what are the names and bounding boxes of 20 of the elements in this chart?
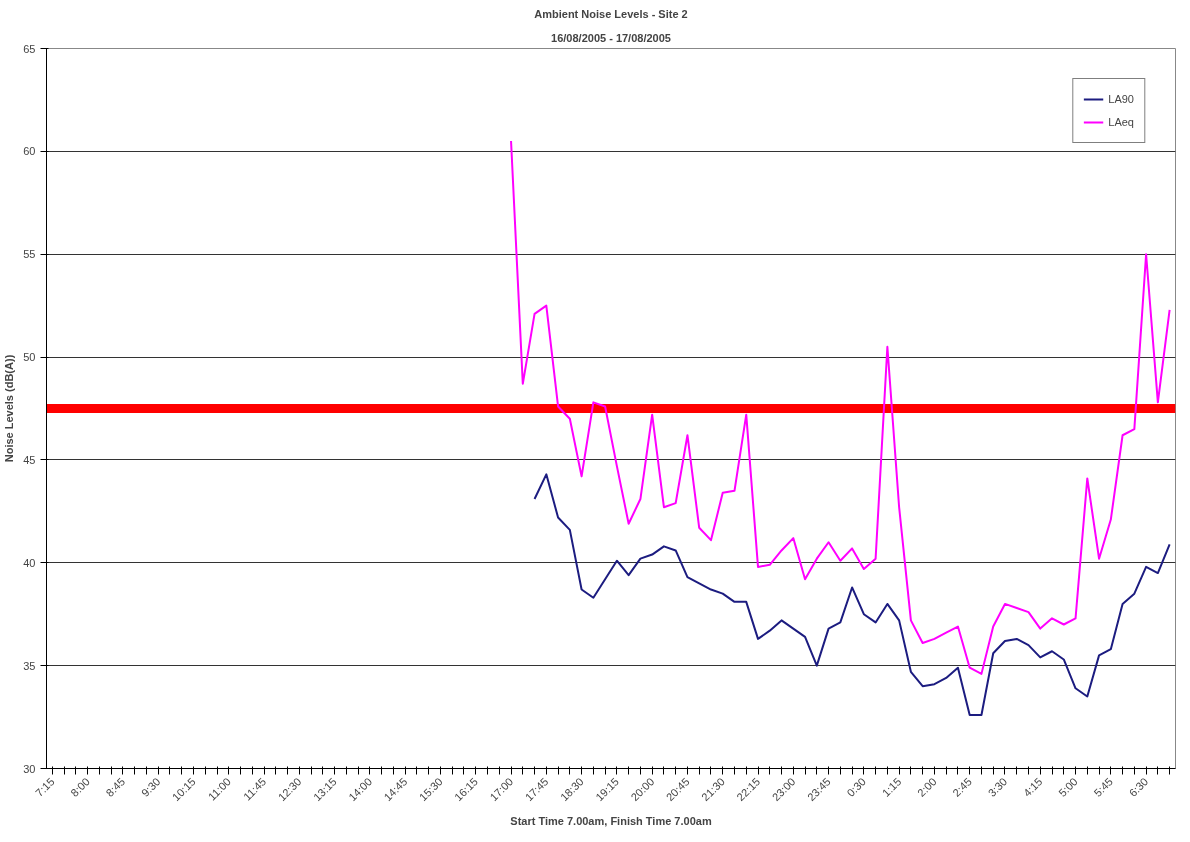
y-tick-label: 50 — [23, 351, 36, 364]
y-tick-label: 60 — [23, 145, 36, 158]
y-axis-title: Noise Levels (dB(A)) — [3, 354, 16, 463]
x-tick-label: 7:15 — [32, 775, 57, 799]
chart-subtitle: 16/08/2005 - 17/08/2005 — [551, 31, 671, 44]
line-series — [510, 140, 1171, 675]
legend-label: LAeq — [1108, 116, 1134, 128]
y-tick-label: 65 — [23, 42, 36, 55]
y-tick-label: 30 — [23, 762, 36, 775]
legend-label: LA90 — [1108, 93, 1134, 105]
x-axis-title: Start Time 7.00am, Finish Time 7.00am — [510, 815, 712, 828]
y-tick-label: 45 — [23, 453, 36, 466]
x-tick-label: 6:30 — [1126, 775, 1151, 799]
y-tick-label: 35 — [23, 659, 36, 672]
chart-title: Ambient Noise Levels - Site 2 — [534, 7, 688, 20]
x-tick-label: 4:15 — [1020, 775, 1045, 799]
line-series — [533, 473, 1171, 717]
y-tick-label: 40 — [23, 556, 36, 569]
y-tick-label: 55 — [23, 248, 36, 261]
x-tick-label: 0:30 — [844, 775, 869, 799]
